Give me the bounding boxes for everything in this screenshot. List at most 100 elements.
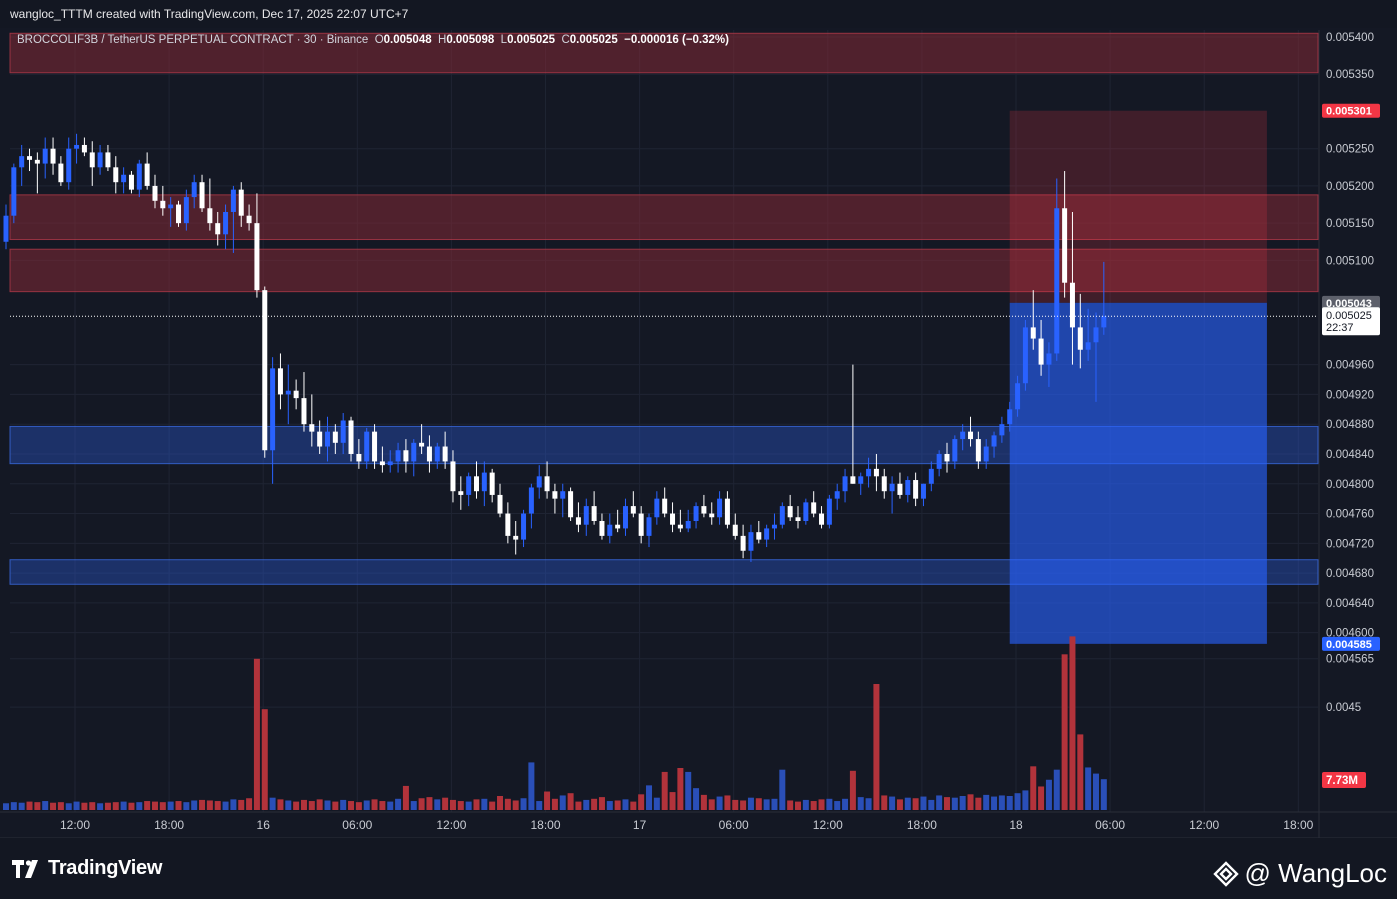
volume-bar	[598, 797, 605, 810]
candle-body	[332, 431, 338, 443]
volume-bar	[104, 802, 111, 810]
candle-body	[191, 182, 197, 198]
candle-body	[724, 498, 730, 525]
x-tick-label: 18:00	[530, 818, 560, 832]
volume-bar	[1100, 779, 1107, 810]
volume-bar	[959, 796, 966, 810]
volume-bar	[42, 801, 49, 810]
volume-bar	[622, 799, 629, 810]
candle-body	[238, 189, 244, 216]
volume-bar	[653, 797, 660, 810]
volume-bar	[1077, 734, 1084, 810]
volume-bar	[857, 797, 864, 810]
y-tick-label: 0.004880	[1326, 419, 1374, 431]
volume-bar	[26, 801, 33, 810]
low-value: 0.005025	[507, 34, 556, 46]
candle-body	[960, 431, 966, 440]
candle-body	[3, 215, 9, 242]
stop-loss-area[interactable]	[1009, 110, 1267, 303]
volume-bar	[324, 800, 331, 810]
volume-bar	[379, 801, 386, 810]
close-label: C	[561, 34, 570, 46]
volume-bar	[34, 802, 41, 810]
candle-body	[654, 498, 660, 518]
supply-zone[interactable]	[9, 32, 1319, 74]
price-chart[interactable]: 0.005400 0.005350 0.005250 0.005200 0.005150…	[0, 0, 1397, 838]
volume-bar	[191, 800, 198, 810]
supply-zone[interactable]	[9, 248, 1319, 293]
candle-body	[513, 535, 519, 540]
x-tick-label: 06:00	[719, 818, 749, 832]
volume-bar	[410, 801, 417, 810]
volume-bar	[810, 801, 817, 810]
volume-bar	[465, 801, 472, 810]
y-tick-label: 0.004840	[1326, 449, 1374, 461]
take-profit-area[interactable]	[1009, 302, 1267, 644]
candle-body	[787, 506, 793, 518]
candle-body	[638, 513, 644, 536]
volume-bar	[73, 801, 80, 810]
candle-body	[1101, 316, 1107, 328]
volume-bar	[293, 801, 300, 810]
candle-body	[372, 431, 378, 462]
candle-body	[434, 446, 440, 462]
volume-bar	[402, 785, 409, 810]
x-tick-label: 18:00	[154, 818, 184, 832]
candle-body	[952, 439, 958, 462]
candle-body	[866, 468, 872, 477]
candle-body	[858, 476, 864, 484]
symbol-title: BROCCOLIF3B / TetherUS PERPETUAL CONTRAC…	[17, 34, 369, 46]
volume-bar	[591, 798, 598, 810]
high-value: 0.005098	[446, 34, 495, 46]
candle-body	[607, 524, 613, 536]
volume-bar	[449, 799, 456, 810]
volume-bar	[277, 799, 284, 810]
candle-body	[826, 498, 832, 525]
candle-body	[379, 461, 385, 466]
tradingview-logo[interactable]: TradingView	[12, 857, 162, 880]
volume-bar	[387, 801, 394, 810]
candle-body	[693, 506, 699, 521]
volume-bar	[50, 802, 57, 810]
volume-bar	[544, 791, 551, 810]
candle-body	[497, 494, 503, 514]
volume-bar	[795, 801, 802, 810]
volume-bar	[881, 795, 888, 810]
volume-bar	[136, 802, 143, 810]
candle-body	[207, 208, 213, 224]
candle-body	[1015, 383, 1021, 410]
y-tick-label: 0.004640	[1326, 598, 1374, 610]
candle-body	[1054, 208, 1060, 354]
candle-body	[968, 431, 974, 440]
volume-bar	[332, 801, 339, 810]
candle-body	[1062, 208, 1068, 283]
volume-bar	[1022, 790, 1029, 810]
y-tick-label: 0.0045	[1326, 702, 1361, 714]
axes: 0.005400 0.005350 0.005250 0.005200 0.005150…	[0, 30, 1397, 838]
volume-bar	[606, 801, 613, 810]
volume-bar	[700, 794, 707, 810]
candle-body	[199, 182, 205, 209]
candle-body	[19, 156, 25, 168]
x-tick-label: 16	[257, 818, 271, 832]
candle-body	[811, 502, 817, 514]
candle-body	[230, 189, 236, 212]
author-watermark: @ WangLoc	[1212, 858, 1387, 889]
x-tick-label: 18	[1009, 818, 1023, 832]
y-tick-label: 0.004960	[1326, 360, 1374, 372]
candle-body	[920, 483, 926, 499]
volume-bar	[826, 798, 833, 810]
volume-bar	[677, 768, 684, 810]
candle-body	[277, 368, 283, 395]
candle-body	[176, 204, 182, 224]
candle-body	[983, 446, 989, 462]
candle-body	[89, 152, 95, 168]
x-tick-label: 18:00	[907, 818, 937, 832]
volume-bar	[904, 797, 911, 810]
y-tick-label: 0.004800	[1326, 479, 1374, 491]
candle-body	[764, 528, 770, 540]
candle-body	[450, 461, 456, 492]
candle-body	[622, 506, 628, 529]
volume-bar	[371, 799, 378, 810]
candle-body	[560, 491, 566, 499]
